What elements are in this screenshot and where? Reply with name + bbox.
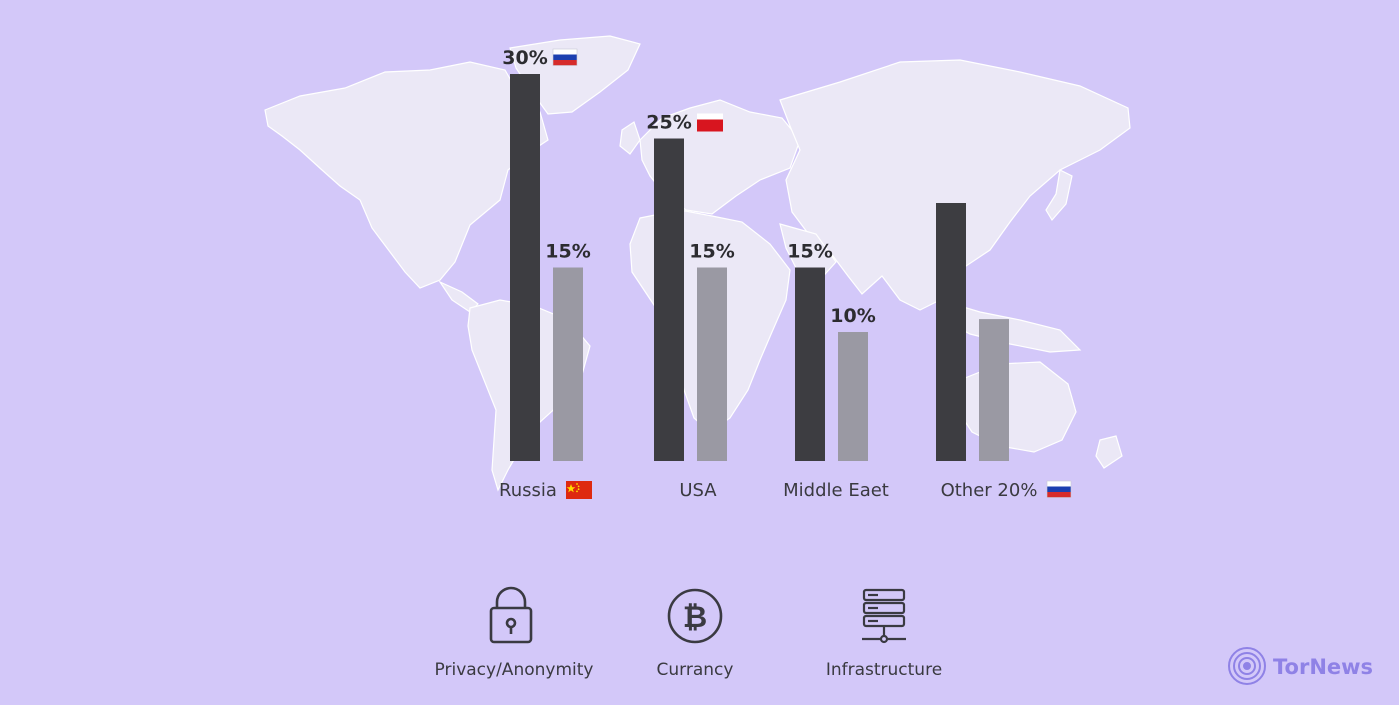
- feature-label: Infrastructure: [826, 660, 942, 680]
- north-america-landmass: [264, 61, 549, 289]
- bar-russia-s2: [553, 267, 583, 461]
- bar-other-20--s2: [979, 319, 1009, 461]
- japan-landmass: [1045, 169, 1073, 222]
- feature-label: Privacy/Anonymity: [435, 660, 594, 680]
- category-label-group: Russia USA Middle Eaet Other 20%: [499, 480, 1072, 501]
- bar-value-label: 15%: [545, 241, 590, 263]
- australia-landmass: [955, 361, 1077, 453]
- uk-landmass: [619, 121, 641, 155]
- bar-middle-eaet-s1: [795, 267, 825, 461]
- tornews-logo-icon: [1228, 647, 1266, 685]
- russia-flag-icon: [552, 48, 578, 66]
- bar-value-label: 15%: [787, 241, 832, 263]
- bar-group: [510, 74, 1009, 461]
- feature-infrastructure: Infrastructure: [826, 588, 942, 680]
- category-label: Russia: [499, 480, 557, 501]
- feature-label: Currancy: [657, 660, 734, 680]
- bitcoin-icon: ₿: [667, 588, 723, 644]
- bar-value-label: 25%: [646, 112, 691, 134]
- category-label: USA: [679, 480, 717, 501]
- brand-logo: TorNews: [1228, 647, 1373, 685]
- brand-name: TorNews: [1273, 655, 1373, 679]
- feature-privacy: Privacy/Anonymity: [435, 586, 594, 680]
- bar-usa-s2: [697, 267, 727, 461]
- bar-value-label: 10%: [830, 305, 875, 327]
- russia-flag-icon: [1046, 480, 1072, 498]
- feature-currency: ₿ Currancy: [657, 588, 734, 680]
- poland-flag-icon: [697, 113, 723, 132]
- new-zealand-landmass: [1095, 435, 1123, 469]
- bar-other-20--s1: [936, 203, 966, 461]
- bar-middle-eaet-s2: [838, 332, 868, 461]
- bar-value-label: 15%: [689, 241, 734, 263]
- bar-label-group: 30% 15% 25% 15% 15% 10%: [502, 47, 875, 327]
- svg-text:₿: ₿: [683, 600, 707, 635]
- bar-usa-s1: [654, 138, 684, 461]
- category-label: Other 20%: [941, 480, 1038, 501]
- bar-russia-s1: [510, 74, 540, 461]
- server-rack-icon: [862, 588, 906, 644]
- bar-value-label: 30%: [502, 47, 547, 69]
- china-flag-icon: [566, 481, 592, 499]
- padlock-icon: [489, 586, 533, 644]
- category-label: Middle Eaet: [783, 480, 889, 501]
